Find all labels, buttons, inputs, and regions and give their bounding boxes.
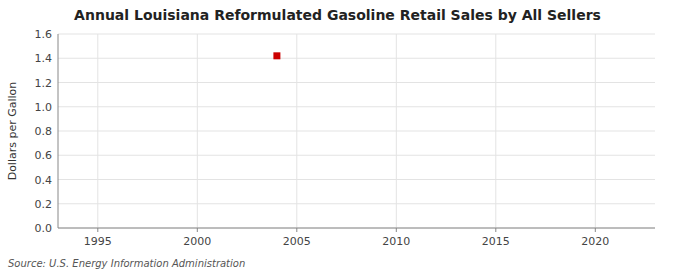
grid-line	[58, 131, 655, 132]
grid-line	[58, 82, 655, 83]
tick-mark	[495, 228, 496, 232]
marks	[273, 52, 280, 59]
grid-line	[58, 58, 655, 59]
tick-mark	[595, 228, 596, 232]
x-axis-line	[58, 228, 655, 229]
title: Annual Louisiana Reformulated Gasoline R…	[74, 7, 601, 23]
tick-label: 0.2	[35, 198, 53, 211]
point	[273, 52, 280, 59]
grid-line	[197, 34, 198, 228]
tick-label: 1.0	[35, 101, 53, 114]
tick-label: 1.4	[35, 52, 53, 65]
tick-mark	[396, 228, 397, 232]
tick-label: 1995	[84, 235, 112, 248]
tick-label: 0.0	[35, 222, 53, 235]
grid-line	[97, 34, 98, 228]
grid-line	[296, 34, 297, 228]
tick-label: 2015	[482, 235, 510, 248]
grid-line	[595, 34, 596, 228]
grid-line	[58, 179, 655, 180]
tick-mark	[197, 228, 198, 232]
tick-label: 2005	[283, 235, 311, 248]
axes: 0.0 0.2 0.4 0.6 0.8 1.0 1.2 1.4 1.6 1995 2000 2005 2…	[35, 28, 656, 248]
y-axis-label: Dollars per Gallon	[6, 82, 19, 181]
tick-label: 1.6	[35, 28, 53, 41]
tick-label: 2020	[581, 235, 609, 248]
grid-line	[58, 203, 655, 204]
tick-mark	[296, 228, 297, 232]
grid-line	[58, 106, 655, 107]
tick-label: 0.4	[35, 174, 53, 187]
grid	[58, 34, 655, 228]
chart: Annual Louisiana Reformulated Gasoline R…	[0, 0, 675, 275]
tick-label: 2000	[183, 235, 211, 248]
grid-line	[58, 228, 655, 229]
grid-line	[396, 34, 397, 228]
tick-mark	[97, 228, 98, 232]
annotation: Source: U.S. Energy Information Administ…	[8, 258, 245, 269]
tick-label: 0.6	[35, 149, 53, 162]
grid-line	[58, 155, 655, 156]
grid-line	[58, 34, 655, 35]
y-axis-line	[58, 34, 59, 228]
tick-label: 1.2	[35, 77, 53, 90]
tick-label: 0.8	[35, 125, 53, 138]
tick-label: 2010	[382, 235, 410, 248]
grid-line	[495, 34, 496, 228]
